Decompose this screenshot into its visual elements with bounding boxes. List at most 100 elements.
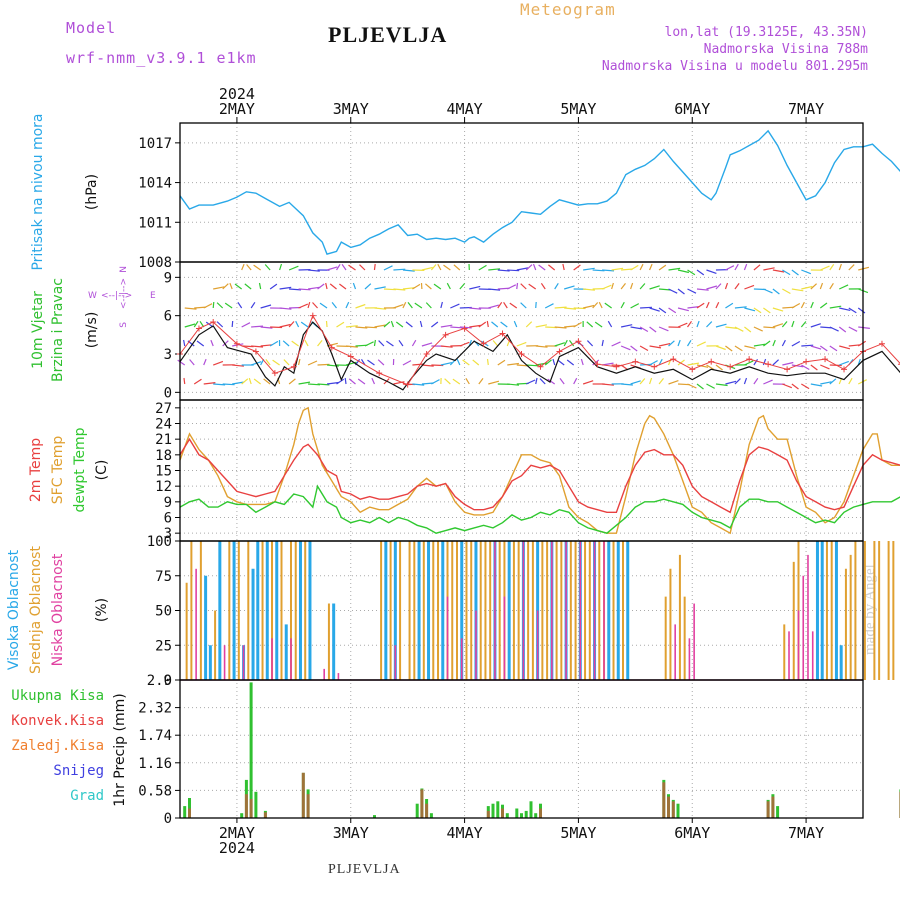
- wind-arrow: [829, 263, 835, 271]
- wind-arrow: [486, 358, 489, 366]
- wind-arrow: [329, 283, 337, 290]
- low-cloud-label: Niska Oblacnost: [50, 553, 66, 666]
- y-tick-label: 21: [155, 432, 172, 448]
- wind-arrow: [317, 283, 325, 290]
- wind-arrow: [440, 301, 443, 309]
- conv-precip-bar: [263, 812, 267, 818]
- wind-gust-marker: [784, 366, 791, 373]
- wind-arrow: [491, 321, 499, 328]
- wind-gust-marker: [689, 366, 696, 373]
- wind-arrow: [554, 306, 567, 309]
- wind-arrow: [265, 359, 271, 366]
- wind-arrow: [269, 340, 279, 347]
- wind-arrow: [734, 345, 743, 352]
- wind-arrow: [478, 321, 487, 328]
- wind-arrow: [858, 326, 870, 329]
- wind-arrow: [289, 288, 302, 291]
- wind-arrow: [594, 321, 603, 328]
- wind-arrow: [272, 359, 280, 366]
- wind-arrow: [630, 264, 639, 271]
- wind-arrow: [677, 339, 681, 347]
- wind-arrow: [819, 282, 824, 290]
- wind-arrow: [658, 358, 663, 366]
- wind-arrow: [658, 326, 669, 332]
- y-tick-label: 1014: [138, 176, 172, 192]
- wind-arrow: [405, 321, 413, 328]
- total-precip-bar: [249, 682, 253, 818]
- wind-arrow: [295, 320, 300, 328]
- y-tick-label: 9: [164, 495, 172, 511]
- wind-arrow: [753, 307, 762, 314]
- wind-arrow: [357, 378, 366, 385]
- wind-arrow: [583, 288, 595, 291]
- wind-arrow: [763, 379, 773, 385]
- wind-arrow: [630, 282, 634, 290]
- wind-arrow: [203, 358, 207, 366]
- wind-arrow: [411, 339, 417, 347]
- wind-arrow: [450, 326, 463, 329]
- wind-arrow: [421, 342, 433, 347]
- wind-arrow: [497, 301, 503, 309]
- wind-gust-marker: [613, 363, 620, 370]
- wind-arrow: [753, 377, 759, 385]
- wind-arrow: [620, 283, 626, 290]
- wind-arrow: [507, 284, 517, 290]
- wind-arrow: [194, 289, 206, 290]
- wind-arrow: [668, 380, 679, 385]
- elevation-info: Nadmorska Visina 788m: [703, 42, 868, 57]
- wind-arrow: [431, 379, 440, 385]
- wind-gust-marker: [878, 340, 885, 347]
- total-precip-bar: [415, 803, 419, 818]
- wind-arrow: [344, 377, 347, 385]
- wind-arrow: [478, 264, 487, 271]
- wind-gust-marker: [480, 340, 487, 347]
- wind-arrow: [377, 359, 385, 366]
- wind-arrow: [801, 344, 814, 347]
- total-precip-bar: [529, 801, 533, 818]
- dir-legend-n: N: [119, 266, 129, 273]
- wind-arrow: [469, 307, 482, 310]
- wind-arrow: [421, 364, 434, 367]
- precip-legend-item: Zaledj.Kisa: [11, 738, 104, 754]
- wind-arrow: [452, 378, 461, 385]
- wind-arrow: [763, 288, 773, 294]
- wind-arrow: [288, 378, 296, 385]
- wind-arrow: [810, 383, 823, 387]
- wind-arrow: [443, 264, 451, 271]
- wind-arrow: [791, 302, 801, 309]
- wind-arrow: [753, 264, 761, 271]
- wind-arrow: [393, 381, 405, 385]
- wind-gust-marker: [290, 363, 297, 370]
- wind-arrow: [307, 286, 320, 290]
- wind-arrow: [232, 381, 244, 385]
- wind-arrow: [753, 358, 759, 366]
- wind-arrow: [781, 339, 786, 347]
- wind-arrow: [658, 307, 667, 314]
- wind-arrow: [820, 364, 830, 370]
- wind-gust-marker: [746, 356, 753, 363]
- wind-arrow: [241, 263, 245, 271]
- wind-arrow: [744, 326, 752, 333]
- wind-arrow: [586, 340, 594, 347]
- wind-arrow: [184, 307, 197, 310]
- total-precip-bar: [491, 803, 495, 818]
- wind-arrow: [507, 383, 520, 386]
- wind-gust-marker: [309, 312, 316, 319]
- y-tick-label: 25: [155, 638, 172, 654]
- wind-arrow: [412, 283, 421, 290]
- wind-gust-marker: [271, 370, 278, 377]
- wind-arrow: [734, 263, 739, 271]
- wind-arrow: [317, 340, 323, 347]
- wind-arrow: [251, 325, 264, 328]
- wind-arrow: [459, 341, 470, 347]
- wind-arrow: [437, 263, 442, 271]
- wind-gust-marker: [670, 356, 677, 363]
- wind-arrow: [557, 359, 565, 366]
- wind-arrow: [488, 380, 500, 385]
- wind-arrow: [326, 381, 339, 385]
- y-tick-label: 1.74: [138, 728, 172, 744]
- wind-arrow: [298, 288, 311, 291]
- wind-arrow: [848, 377, 853, 385]
- precip-legend-item: Grad: [70, 788, 104, 804]
- wind-arrow: [216, 302, 224, 309]
